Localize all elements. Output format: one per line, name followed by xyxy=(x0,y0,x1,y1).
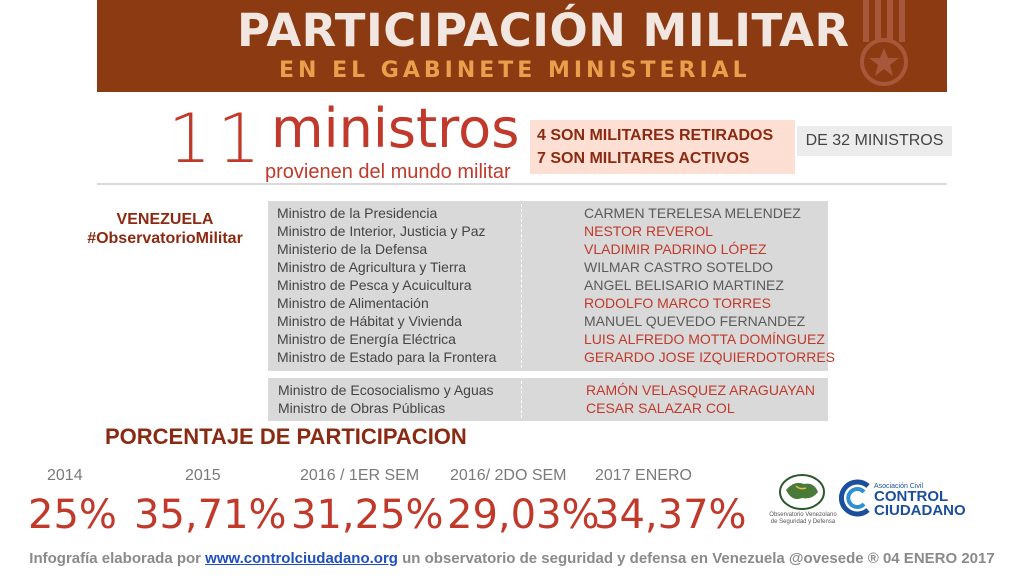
minister-name: VLADIMIR PADRINO LÓPEZ xyxy=(584,241,767,257)
total-ministers-badge: DE 32 MINISTROS xyxy=(797,126,952,156)
minister-name: RODOLFO MARCO TORRES xyxy=(584,295,771,311)
active-count-text: 7 SON MILITARES ACTIVOS xyxy=(537,150,750,167)
minister-position: Ministro de Alimentación xyxy=(277,295,429,311)
minister-row: Ministerio de la Defensa VLADIMIR PADRINO… xyxy=(268,240,828,258)
ministers-word: ministros xyxy=(271,97,520,160)
cc-name-line1: CONTROL xyxy=(874,488,949,505)
minister-row: Ministro de Pesca y Acuicultura ANGEL BEL… xyxy=(268,276,828,294)
participation-year: 2016 / 1ER SEM xyxy=(300,467,420,484)
minister-row: Ministro de Energía Eléctrica LUIS ALFRED… xyxy=(268,330,828,348)
footer-prefix: Infografía elaborada por xyxy=(29,550,206,567)
minister-name: CESAR SALAZAR COL xyxy=(586,400,735,416)
country-name: VENEZUELA xyxy=(116,211,214,228)
participation-title: PORCENTAJE DE PARTICIPACION xyxy=(105,424,467,449)
minister-name: GERARDO JOSE IZQUIERDOTORRES xyxy=(584,349,835,365)
observatorio-line1: Observatorio Venezolano xyxy=(769,512,837,518)
minister-position: Ministro de la Presidencia xyxy=(277,205,438,221)
banner-title: PARTICIPACIÓN MILITAR xyxy=(237,4,850,57)
ministers-caption: provienen del mundo militar xyxy=(265,161,511,183)
control-ciudadano-logo-icon xyxy=(838,479,870,517)
minister-name: ANGEL BELISARIO MARTINEZ xyxy=(584,277,784,293)
minister-row: Ministro de Obras Públicas CESAR SALAZAR … xyxy=(268,399,828,417)
footer-suffix: un observatorio de seguridad y defensa e… xyxy=(397,550,995,567)
table-column-divider xyxy=(521,381,522,418)
banner-subtitle: EN EL GABINETE MINISTERIAL xyxy=(279,58,751,83)
cc-association-label: Asociación Civil xyxy=(874,483,924,490)
ministers-table-secondary: Ministro de Ecosocialismo y Aguas RAMÓN V… xyxy=(268,378,828,421)
participation-value: 25% xyxy=(28,492,117,538)
minister-row: Ministro de Hábitat y Vivienda MANUEL QUE… xyxy=(268,312,828,330)
footer-link[interactable]: www.controlciudadano.org xyxy=(205,550,398,567)
minister-row: Ministro de Ecosocialismo y Aguas RAMÓN V… xyxy=(268,381,828,399)
minister-position: Ministro de Hábitat y Vivienda xyxy=(277,313,462,329)
cc-name: CONTROL CIUDADANO xyxy=(874,488,966,519)
hashtag: #ObservatorioMilitar xyxy=(87,230,243,247)
minister-row: Ministro de Interior, Justicia y Paz NEST… xyxy=(268,222,828,240)
minister-position: Ministro de Energía Eléctrica xyxy=(277,331,456,347)
minister-position: Ministro de Agricultura y Tierra xyxy=(277,259,467,275)
observatorio-line2: de Seguridad y Defensa xyxy=(770,519,836,525)
medal-icon xyxy=(860,0,908,86)
minister-row: Ministro de Agricultura y Tierra WILMAR C… xyxy=(268,258,828,276)
minister-position: Ministro de Interior, Justicia y Paz xyxy=(277,223,486,239)
military-status-box: 4 SON MILITARES RETIRADOS 7 SON MILITARE… xyxy=(530,120,795,174)
ministers-count: 11 xyxy=(168,100,267,179)
participation-value: 29,03% xyxy=(447,492,600,538)
footer-credit: Infografía elaborada por www.controlciud… xyxy=(0,549,1024,569)
minister-name: NESTOR REVEROL xyxy=(584,223,713,239)
observatorio-logo-text: Observatorio Venezolano de Seguridad y D… xyxy=(762,512,844,526)
minister-row: Ministro de Estado para la Frontera GERAR… xyxy=(268,348,835,366)
section-divider xyxy=(97,183,947,185)
minister-row: Ministro de la Presidencia CARMEN TERELES… xyxy=(268,204,828,222)
table-column-divider xyxy=(521,204,522,368)
minister-row: Ministro de Alimentación RODOLFO MARCO TO… xyxy=(268,294,828,312)
region-label: VENEZUELA #ObservatorioMilitar xyxy=(70,210,260,248)
observatorio-logo-icon xyxy=(779,474,825,510)
minister-position: Ministerio de la Defensa xyxy=(277,241,428,257)
minister-position: Ministro de Estado para la Frontera xyxy=(277,349,497,365)
participation-year: 2014 xyxy=(47,467,83,484)
minister-position: Ministro de Obras Públicas xyxy=(278,400,446,416)
participation-year: 2016/ 2DO SEM xyxy=(450,467,567,484)
cc-name-line2: CIUDADANO xyxy=(874,502,966,519)
participation-value: 34,37% xyxy=(594,492,747,538)
minister-position: Ministro de Ecosocialismo y Aguas xyxy=(278,382,494,398)
participation-value: 35,71% xyxy=(134,492,287,538)
header-banner: PARTICIPACIÓN MILITAR EN EL GABINETE MIN… xyxy=(97,0,947,92)
retired-count-text: 4 SON MILITARES RETIRADOS xyxy=(537,127,774,144)
ministers-table: Ministro de la Presidencia CARMEN TERELES… xyxy=(268,201,835,371)
minister-name: WILMAR CASTRO SOTELDO xyxy=(584,259,774,275)
minister-name: RAMÓN VELASQUEZ ARAGUAYAN xyxy=(586,382,815,398)
participation-value: 31,25% xyxy=(291,492,444,538)
participation-year: 2015 xyxy=(185,467,221,484)
minister-name: MANUEL QUEVEDO FERNANDEZ xyxy=(584,313,806,329)
minister-name: CARMEN TERELESA MELENDEZ xyxy=(584,205,801,221)
participation-year: 2017 ENERO xyxy=(595,467,692,484)
minister-position: Ministro de Pesca y Acuicultura xyxy=(277,277,472,293)
minister-name: LUIS ALFREDO MOTTA DOMÍNGUEZ xyxy=(584,331,825,347)
